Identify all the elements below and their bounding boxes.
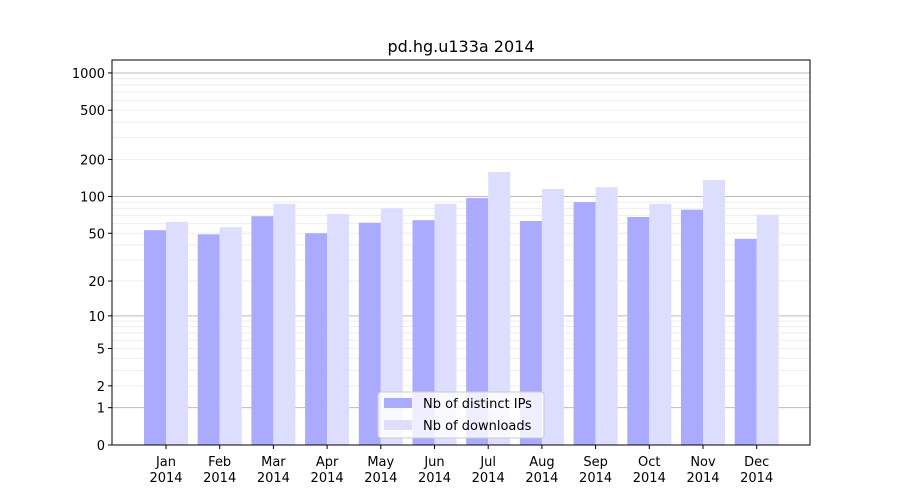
bar-downloads xyxy=(273,203,296,445)
bar-downloads xyxy=(756,214,779,445)
bar-distinct-ips xyxy=(197,234,220,445)
y-tick-label: 500 xyxy=(80,104,105,119)
bar-downloads xyxy=(434,203,457,445)
bar-distinct-ips xyxy=(681,209,703,445)
bar-downloads xyxy=(380,208,403,445)
x-tick-label: Mar 2014 xyxy=(257,455,290,486)
x-tick-label: Jun 2014 xyxy=(418,455,451,486)
bar-distinct-ips xyxy=(573,202,596,445)
x-tick-label: Oct 2014 xyxy=(633,455,666,486)
legend-swatch xyxy=(384,398,412,408)
y-tick-label: 10 xyxy=(88,310,105,325)
legend-label: Nb of distinct IPs xyxy=(423,397,532,412)
bar-distinct-ips xyxy=(627,216,650,445)
bar-distinct-ips xyxy=(251,216,274,445)
bar-downloads xyxy=(488,172,511,445)
y-tick-label: 0 xyxy=(97,439,105,454)
y-tick-label: 5 xyxy=(97,343,105,358)
bar-downloads xyxy=(595,187,618,445)
bar-distinct-ips xyxy=(305,233,328,445)
bar-downloads xyxy=(219,227,242,445)
legend-swatch xyxy=(384,420,412,430)
chart-title: pd.hg.u133a 2014 xyxy=(387,37,534,56)
x-tick-label: Sep 2014 xyxy=(579,455,612,486)
bar-distinct-ips xyxy=(466,198,489,445)
bar-distinct-ips xyxy=(358,222,381,445)
x-tick-label: Jul 2014 xyxy=(472,455,505,486)
y-tick-label: 2 xyxy=(97,380,105,395)
y-tick-label: 100 xyxy=(80,190,105,205)
bar-downloads xyxy=(166,221,188,445)
y-tick-label: 1000 xyxy=(72,67,105,82)
bar-distinct-ips xyxy=(412,220,435,445)
y-tick-label: 50 xyxy=(88,227,105,242)
legend-label: Nb of downloads xyxy=(423,419,532,434)
bar-downloads xyxy=(649,203,672,445)
x-tick-label: Aug 2014 xyxy=(525,455,558,486)
plot-frame xyxy=(111,59,811,446)
y-tick-label: 20 xyxy=(88,275,105,290)
x-tick-label: Feb 2014 xyxy=(203,455,236,486)
legend-box xyxy=(377,391,545,439)
x-tick-label: Jan 2014 xyxy=(149,455,182,486)
x-tick-label: Apr 2014 xyxy=(311,455,344,486)
bar-downloads xyxy=(327,213,350,445)
x-tick-label: May 2014 xyxy=(364,455,397,486)
bar-distinct-ips xyxy=(144,230,166,445)
bar-downloads xyxy=(541,189,564,445)
y-tick-label: 200 xyxy=(80,153,105,168)
bar-distinct-ips xyxy=(734,238,757,445)
x-tick-label: Dec 2014 xyxy=(740,455,773,486)
bar-distinct-ips xyxy=(519,221,542,445)
bar-downloads xyxy=(703,180,725,446)
x-tick-label: Nov 2014 xyxy=(686,455,719,486)
y-tick-label: 1 xyxy=(97,402,105,417)
